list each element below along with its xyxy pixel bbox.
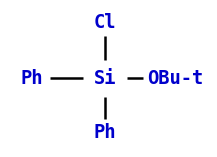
Text: OBu-t: OBu-t bbox=[147, 68, 203, 87]
Text: Si: Si bbox=[94, 68, 116, 87]
Text: Cl: Cl bbox=[94, 13, 116, 32]
Text: Ph: Ph bbox=[94, 124, 116, 143]
Text: Ph: Ph bbox=[21, 68, 43, 87]
